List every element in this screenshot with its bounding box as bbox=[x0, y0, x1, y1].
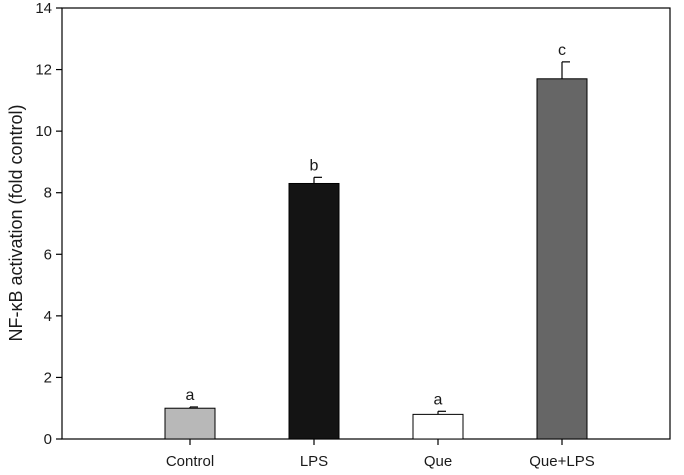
bar bbox=[288, 182, 340, 440]
x-tick-label: Que bbox=[424, 453, 452, 470]
significance-label: c bbox=[558, 42, 566, 59]
bars: a b a c bbox=[164, 42, 588, 440]
y-axis-title: NF-κB activation (fold control) bbox=[6, 104, 26, 341]
y-tick-label: 10 bbox=[35, 123, 52, 140]
x-tick-label: Control bbox=[166, 453, 214, 470]
y-tick-label: 0 bbox=[44, 431, 52, 448]
bar bbox=[536, 78, 588, 440]
y-axis: 0 2 4 6 8 10 12 14 bbox=[35, 0, 62, 448]
significance-label: a bbox=[186, 387, 195, 404]
y-tick-label: 8 bbox=[44, 185, 52, 202]
y-tick-label: 6 bbox=[44, 246, 52, 263]
y-tick-label: 4 bbox=[44, 308, 52, 325]
y-tick-label: 12 bbox=[35, 62, 52, 79]
y-tick-label: 14 bbox=[35, 0, 52, 17]
x-tick-label: LPS bbox=[300, 453, 328, 470]
plot-frame bbox=[61, 7, 671, 440]
y-tick-label: 2 bbox=[44, 369, 52, 386]
x-tick-label: Que+LPS bbox=[529, 453, 594, 470]
significance-label: a bbox=[434, 391, 443, 408]
x-axis: Control LPS Que Que+LPS bbox=[166, 439, 595, 470]
bar bbox=[412, 413, 464, 440]
significance-label: b bbox=[310, 157, 319, 174]
bar bbox=[164, 407, 216, 440]
